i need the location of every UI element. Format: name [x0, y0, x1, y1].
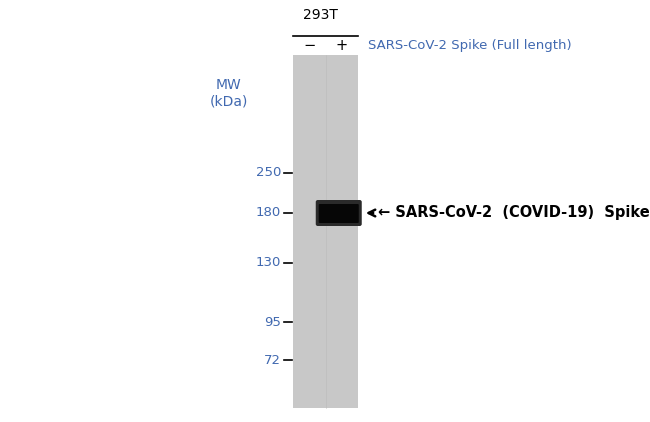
Bar: [293, 55, 358, 408]
Text: 250: 250: [255, 167, 281, 179]
Text: 130: 130: [255, 257, 281, 270]
FancyBboxPatch shape: [316, 200, 362, 226]
FancyBboxPatch shape: [318, 204, 359, 223]
Text: SARS-CoV-2 Spike (Full length): SARS-CoV-2 Spike (Full length): [368, 40, 571, 52]
Text: −: −: [303, 38, 315, 54]
Text: 72: 72: [264, 354, 281, 366]
Text: 95: 95: [264, 316, 281, 328]
Text: 293T: 293T: [302, 8, 337, 22]
Text: ← SARS-CoV-2  (COVID-19)  Spike: ← SARS-CoV-2 (COVID-19) Spike: [378, 206, 650, 221]
Text: 180: 180: [255, 206, 281, 219]
Text: MW
(kDa): MW (kDa): [209, 78, 248, 108]
Text: +: +: [335, 38, 348, 54]
